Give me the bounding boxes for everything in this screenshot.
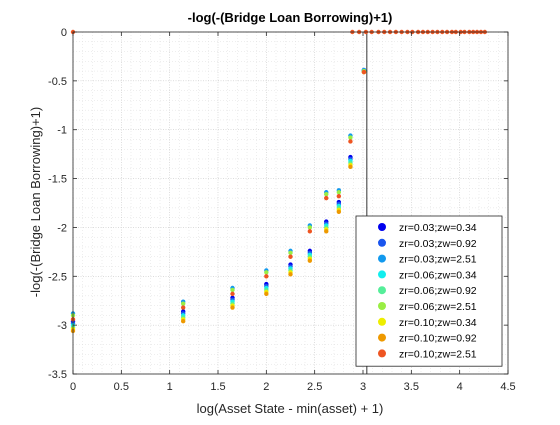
- data-point: [307, 258, 313, 263]
- x-tick-label: 2.5: [307, 381, 322, 393]
- data-point: [336, 190, 342, 195]
- legend: zr=0.03;zw=0.34 zr=0.03;zw=0.92 zr=0.03;zw…: [355, 215, 503, 367]
- data-point: [264, 270, 269, 275]
- y-tick-label: -2: [57, 222, 67, 234]
- y-tick-label: -0.5: [48, 76, 67, 88]
- data-point: [336, 193, 342, 199]
- x-tick-label: 2: [263, 381, 269, 393]
- legend-marker: [378, 302, 386, 310]
- legend-marker: [378, 349, 386, 358]
- y-axis: -3.5 -3 -2.5 -2 -1.5 -1 -0.5 0: [48, 27, 508, 381]
- data-points: [70, 29, 487, 334]
- data-point: [324, 195, 329, 201]
- data-point: [288, 272, 293, 277]
- data-point: [348, 135, 353, 140]
- x-tick-label: 1.5: [210, 381, 225, 393]
- legend-entry: zr=0.03;zw=0.92: [399, 238, 477, 250]
- data-point: [230, 305, 235, 310]
- data-point: [288, 254, 293, 259]
- data-point: [230, 287, 235, 293]
- legend-entry: zr=0.06;zw=2.51: [399, 301, 477, 313]
- x-tick-label: 3.5: [404, 381, 419, 393]
- x-tick-label: 4.5: [500, 381, 515, 393]
- y-tick-label: -1.5: [48, 174, 67, 186]
- legend-entry: zr=0.10;zw=0.34: [399, 317, 477, 329]
- y-tick-label: 0: [61, 27, 67, 39]
- data-point: [230, 291, 235, 297]
- data-point: [324, 192, 329, 197]
- x-tick-label: 0.5: [114, 381, 129, 393]
- legend-entry: zr=0.03;zw=2.51: [399, 254, 477, 266]
- legend-marker: [378, 238, 386, 247]
- data-point: [264, 274, 269, 279]
- legend-marker: [378, 270, 386, 279]
- legend-marker: [378, 254, 386, 263]
- y-axis-label: -log(-(Bridge Loan Borrowing)+1): [28, 107, 43, 297]
- plot-frame: [72, 31, 509, 375]
- x-tick-label: 3: [360, 381, 366, 393]
- y-tick-label: -1: [57, 125, 67, 137]
- legend-entry: zr=0.06;zw=0.92: [399, 285, 477, 297]
- legend-marker: [378, 286, 386, 295]
- legend-entry: zr=0.03;zw=0.34: [399, 222, 477, 234]
- data-point: [336, 209, 342, 214]
- data-point: [288, 250, 293, 256]
- legend-marker: [378, 333, 386, 342]
- x-tick-label: 0: [70, 381, 76, 393]
- legend-marker: [378, 223, 386, 231]
- data-point: [348, 164, 353, 170]
- data-point: [307, 225, 313, 230]
- x-tick-label: 4: [457, 381, 463, 393]
- x-axis-label: log(Asset State - min(asset) + 1): [197, 401, 384, 416]
- data-point: [181, 319, 186, 324]
- legend-entry: zr=0.10;zw=2.51: [399, 348, 477, 360]
- x-axis: 0 0.5 1 1.5 2 2.5 3 3.5 4 4.5: [70, 32, 516, 393]
- legend-entry: zr=0.06;zw=0.34: [399, 269, 477, 281]
- data-point: [324, 229, 329, 234]
- data-point: [307, 229, 313, 234]
- y-tick-label: -3.5: [48, 369, 67, 381]
- data-point: [181, 305, 186, 310]
- legend-marker: [378, 317, 386, 326]
- data-point: [348, 139, 353, 144]
- chart-title: -log(-(Bridge Loan Borrowing)+1): [188, 10, 393, 25]
- x-tick-label: 1: [167, 381, 173, 393]
- y-tick-label: -2.5: [48, 271, 67, 283]
- y-tick-label: -3: [57, 320, 67, 332]
- data-point: [264, 291, 269, 297]
- data-point: [361, 69, 367, 75]
- data-point: [181, 301, 186, 306]
- legend-entry: zr=0.10;zw=0.92: [399, 333, 477, 345]
